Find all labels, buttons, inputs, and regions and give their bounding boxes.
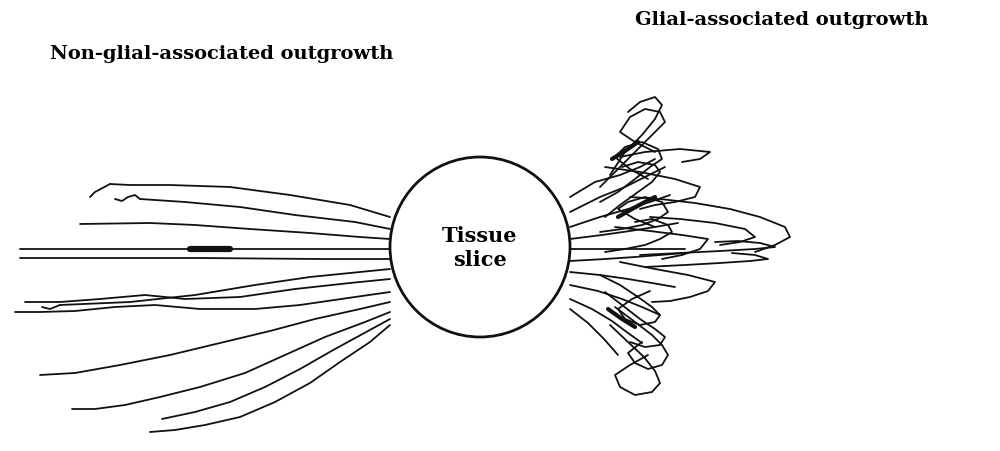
Text: Non-glial-associated outgrowth: Non-glial-associated outgrowth — [50, 45, 393, 63]
Text: Tissue
slice: Tissue slice — [442, 226, 518, 269]
Text: Glial-associated outgrowth: Glial-associated outgrowth — [635, 11, 928, 29]
Circle shape — [390, 158, 570, 337]
